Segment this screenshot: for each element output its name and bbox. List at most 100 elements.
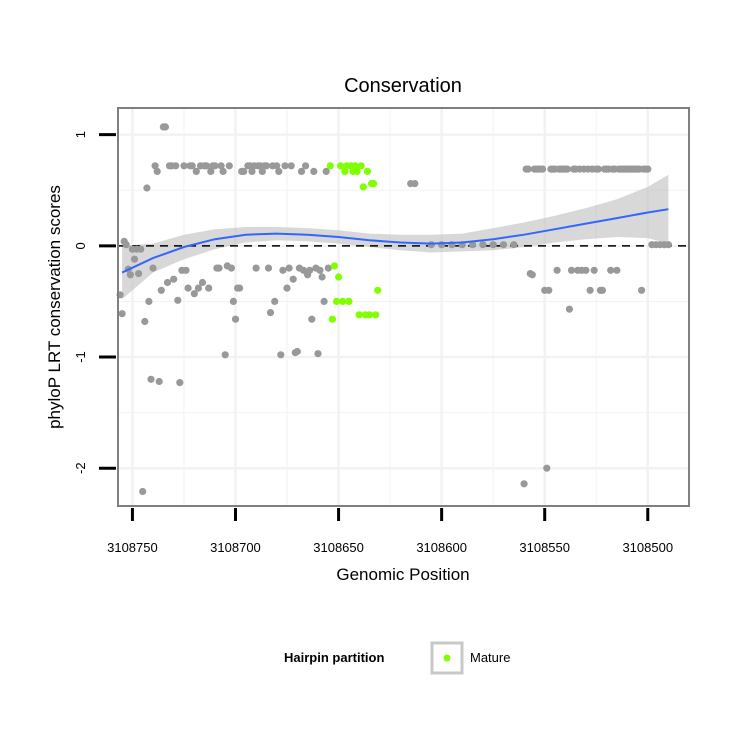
- data-point-mature: [345, 297, 353, 305]
- smooth-line: [121, 208, 669, 274]
- confidence-ribbon-layer: [122, 174, 669, 300]
- data-point-hairpin: [252, 264, 260, 272]
- data-point-hairpin: [215, 264, 223, 272]
- data-point-mature: [339, 297, 347, 305]
- data-point-hairpin: [176, 379, 184, 387]
- data-point-hairpin: [322, 167, 330, 175]
- data-point-hairpin: [567, 266, 576, 274]
- data-point-hairpin: [469, 241, 477, 249]
- data-point-hairpin: [586, 286, 594, 294]
- data-point-hairpin: [153, 167, 161, 175]
- data-point-hairpin: [318, 273, 326, 281]
- data-point-mature: [372, 311, 380, 319]
- data-point-hairpin: [528, 271, 536, 279]
- data-point-hairpin: [217, 162, 225, 170]
- data-point-hairpin: [122, 241, 130, 249]
- x-tick-label: 3108550: [519, 540, 570, 555]
- y-tick-label: 0: [73, 242, 88, 249]
- data-point-mature: [363, 167, 371, 175]
- data-point-hairpin: [302, 162, 310, 170]
- data-point-hairpin: [172, 162, 180, 170]
- data-point-hairpin: [192, 167, 200, 175]
- data-point-hairpin: [306, 266, 314, 274]
- data-point-hairpin: [221, 351, 229, 359]
- data-point-hairpin: [479, 241, 487, 249]
- data-point-hairpin: [277, 351, 285, 359]
- data-point-hairpin: [145, 297, 153, 305]
- data-point-hairpin: [613, 266, 621, 274]
- data-point-mature: [335, 273, 343, 281]
- data-point-hairpin: [182, 266, 190, 274]
- data-point-hairpin: [135, 270, 143, 278]
- x-tick-label: 3108700: [210, 540, 261, 555]
- data-point-hairpin: [163, 278, 172, 287]
- data-point-hairpin: [205, 284, 213, 292]
- data-point-hairpin: [310, 167, 318, 175]
- data-point-hairpin: [275, 167, 283, 175]
- data-point-hairpin: [264, 264, 273, 272]
- data-point-mature: [365, 311, 374, 319]
- data-point-hairpin: [262, 162, 270, 170]
- data-point-hairpin: [130, 255, 139, 263]
- data-point-hairpin: [539, 165, 547, 173]
- data-point-mature: [355, 311, 363, 319]
- data-point-mature: [332, 297, 341, 305]
- data-point-hairpin: [227, 264, 235, 272]
- data-point-hairpin: [293, 347, 301, 356]
- data-point-hairpin: [248, 167, 256, 175]
- confidence-ribbon: [122, 174, 669, 300]
- legend: Hairpin partition Mature: [284, 641, 510, 675]
- data-point-hairpin: [510, 241, 518, 249]
- plot-background: [118, 108, 689, 506]
- data-point-hairpin: [607, 266, 615, 274]
- data-point-hairpin: [316, 266, 324, 274]
- legend-title: Hairpin partition: [284, 650, 384, 665]
- data-point-hairpin: [582, 266, 590, 274]
- data-point-hairpin: [188, 162, 196, 170]
- data-point-hairpin: [411, 180, 419, 188]
- y-tick-label: 1: [73, 131, 88, 138]
- plot-panel-border: [117, 107, 690, 507]
- x-axis-label: Genomic Position: [336, 565, 469, 584]
- data-point-hairpin: [207, 167, 215, 175]
- y-tick-label: -2: [73, 462, 88, 474]
- legend-label-mature: Mature: [470, 650, 510, 665]
- data-point-mature: [330, 262, 338, 270]
- y-tick-label: -1: [73, 351, 88, 363]
- data-point-hairpin: [137, 245, 145, 253]
- data-point-mature: [328, 315, 336, 323]
- data-point-hairpin: [553, 266, 561, 274]
- data-point-hairpin: [287, 162, 295, 170]
- data-point-hairpin: [231, 315, 240, 323]
- y-axis: -2 -1 0 1: [73, 131, 116, 474]
- data-point-hairpin: [198, 278, 207, 287]
- data-point-hairpin: [499, 241, 508, 249]
- y-axis-label: phyloP LRT conservation scores: [45, 185, 64, 429]
- data-point-hairpin: [638, 286, 646, 294]
- data-point-hairpin: [151, 162, 159, 170]
- data-point-hairpin: [240, 167, 248, 175]
- data-point-mature: [359, 183, 367, 191]
- data-point-hairpin: [143, 184, 151, 192]
- data-point-mature: [341, 167, 349, 175]
- data-point-hairpin: [180, 162, 188, 170]
- data-point-hairpin: [427, 241, 435, 249]
- data-point-hairpin: [594, 165, 602, 173]
- data-point-hairpin: [118, 310, 126, 318]
- data-point-mature: [370, 180, 378, 188]
- data-point-hairpin: [149, 264, 157, 272]
- data-point-mature: [357, 162, 365, 170]
- data-point-hairpin: [279, 266, 287, 274]
- data-point-hairpin: [271, 297, 279, 305]
- data-point-hairpin: [139, 487, 147, 496]
- data-point-hairpin: [225, 162, 233, 170]
- data-point-hairpin: [258, 167, 266, 175]
- data-point-hairpin: [184, 284, 192, 292]
- data-point-hairpin: [194, 284, 202, 292]
- data-point-hairpin: [545, 286, 553, 294]
- x-axis: 3108750 3108700 3108650 3108600 3108550 31085…: [107, 508, 673, 555]
- data-point-hairpin: [174, 296, 182, 304]
- data-point-hairpin: [308, 315, 316, 323]
- data-point-hairpin: [520, 480, 528, 488]
